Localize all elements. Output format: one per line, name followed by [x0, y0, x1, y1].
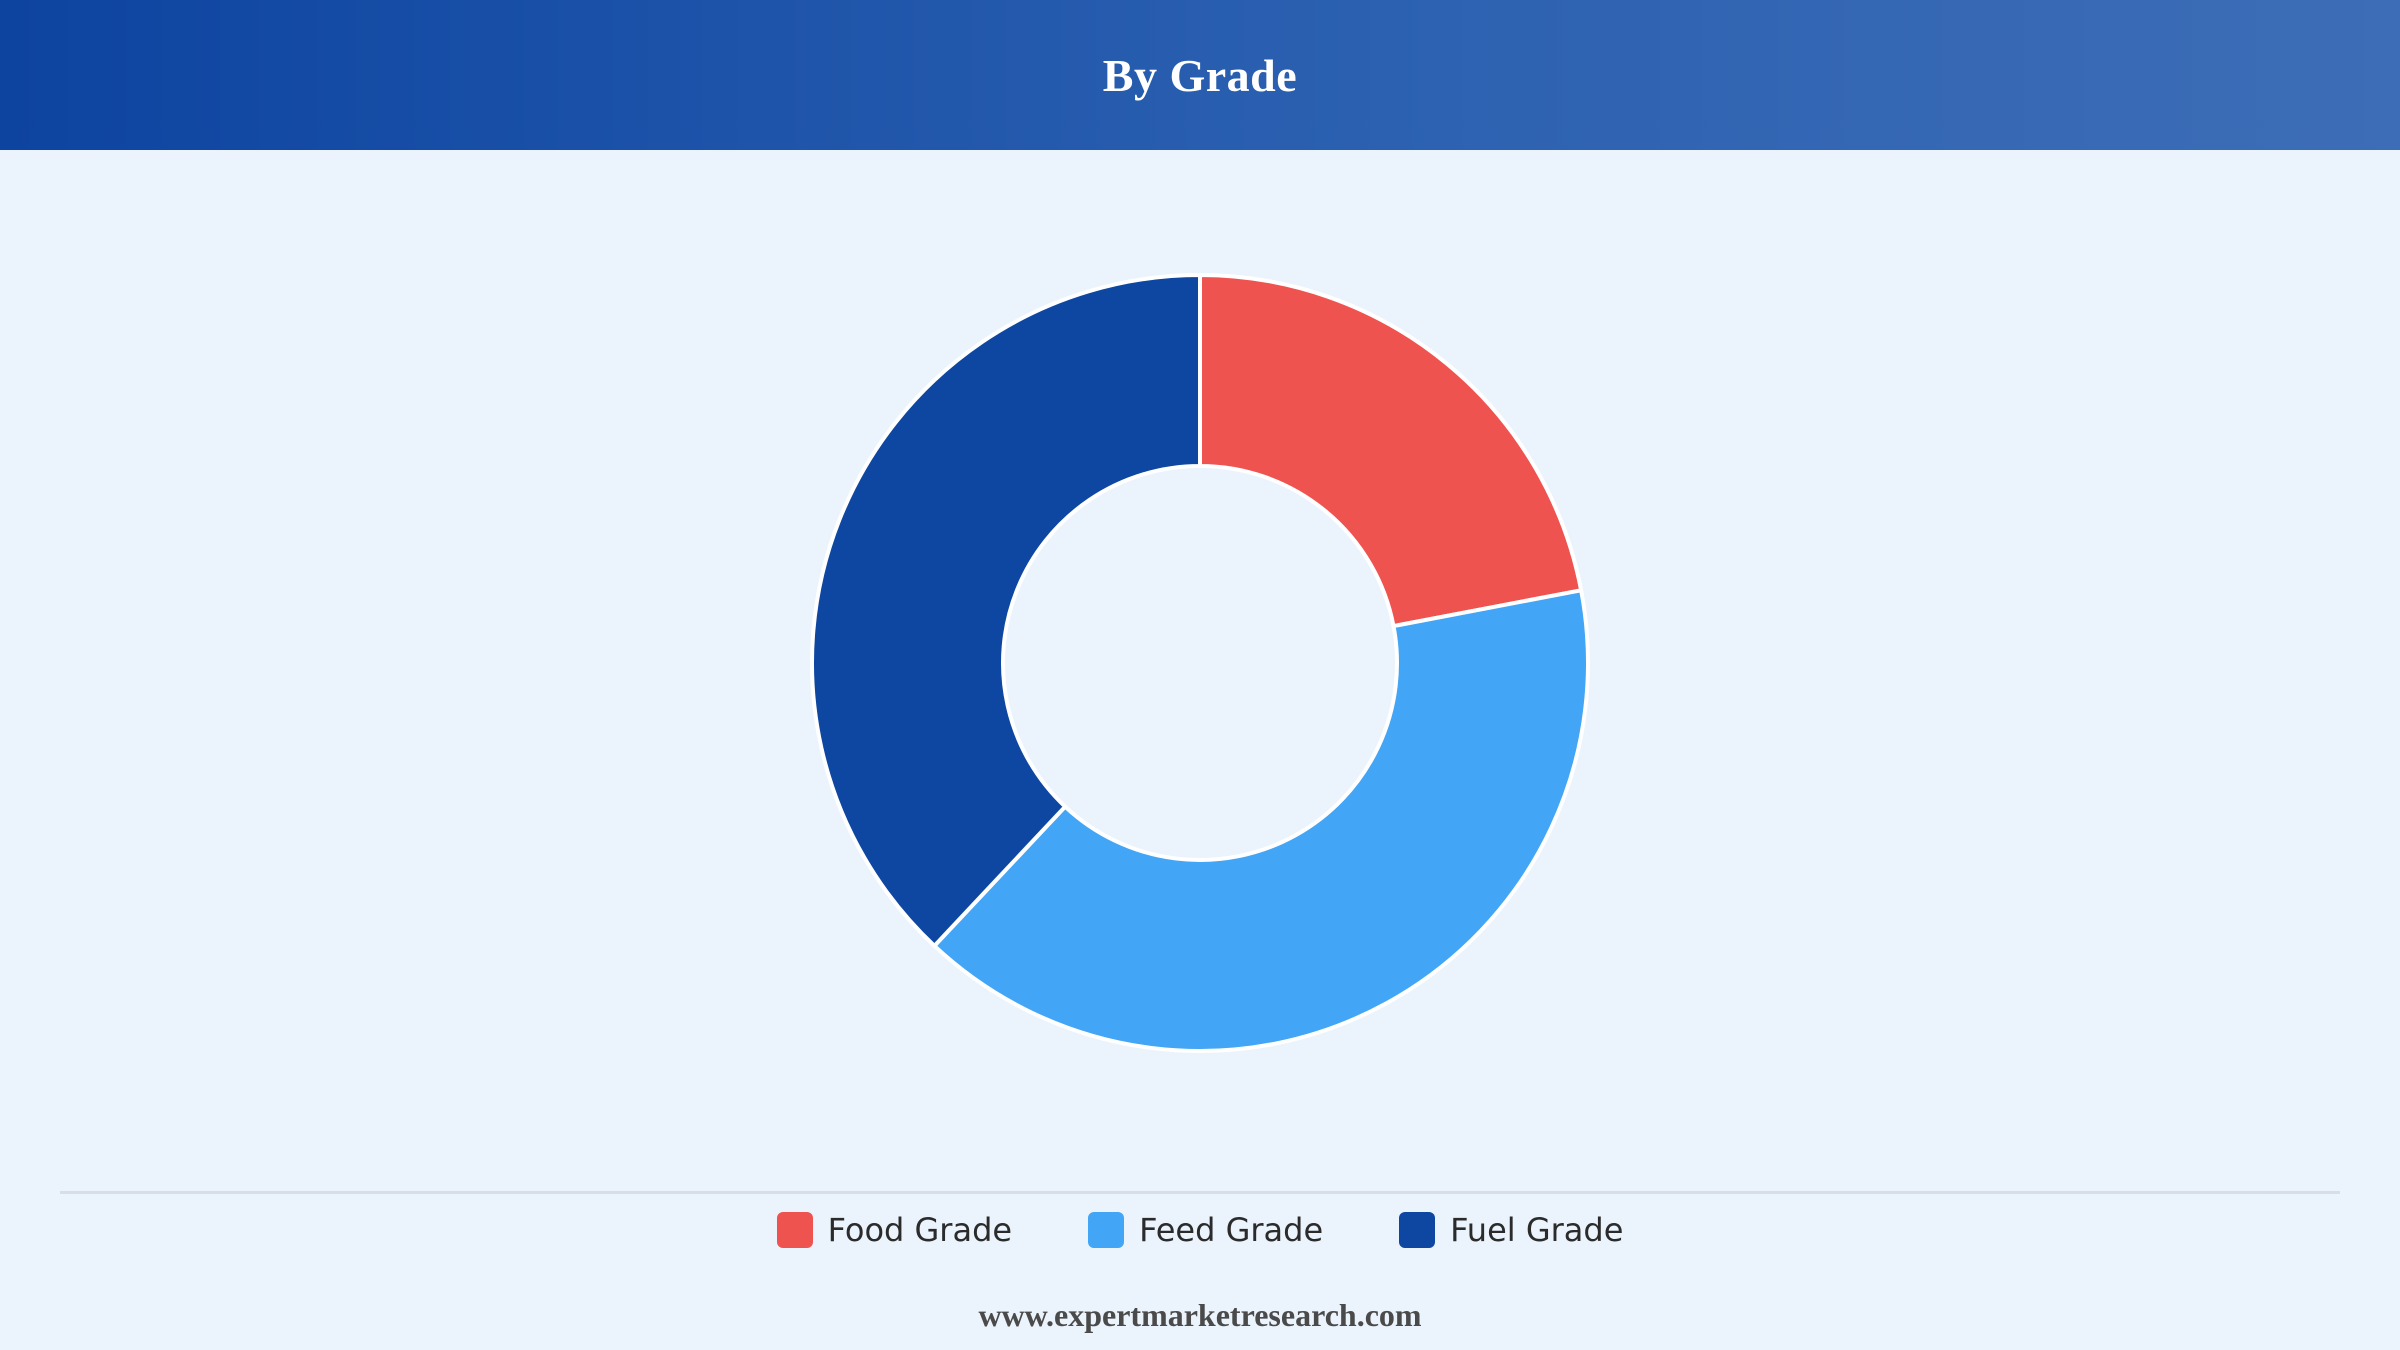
legend-swatch-food-grade — [776, 1212, 813, 1248]
chart-title: By Grade — [1102, 49, 1298, 101]
legend-item-fuel-grade[interactable]: Fuel Grade — [1399, 1211, 1623, 1249]
legend-item-food-grade[interactable]: Food Grade — [776, 1211, 1013, 1249]
legend-item-feed-grade[interactable]: Feed Grade — [1088, 1211, 1323, 1249]
legend-label-feed-grade: Feed Grade — [1139, 1211, 1324, 1249]
legend-label-fuel-grade: Fuel Grade — [1450, 1211, 1624, 1249]
legend-swatch-feed-grade — [1088, 1212, 1125, 1248]
legend-label-food-grade: Food Grade — [827, 1211, 1013, 1249]
legend-swatch-fuel-grade — [1399, 1212, 1436, 1248]
source-website[interactable]: www.expertmarketresearch.com — [978, 1297, 1422, 1333]
donut-slice-food-grade[interactable] — [1198, 273, 1584, 629]
chart-area — [0, 150, 2400, 1190]
donut-slice-feed-grade[interactable] — [932, 588, 1590, 1054]
header-banner: By Grade — [0, 0, 2400, 150]
legend-divider — [60, 1191, 2340, 1194]
donut-chart — [810, 273, 1590, 1054]
chart-legend: Food Grade Feed Grade Fuel Grade — [0, 1205, 2400, 1255]
donut-slice-fuel-grade[interactable] — [810, 273, 1202, 948]
